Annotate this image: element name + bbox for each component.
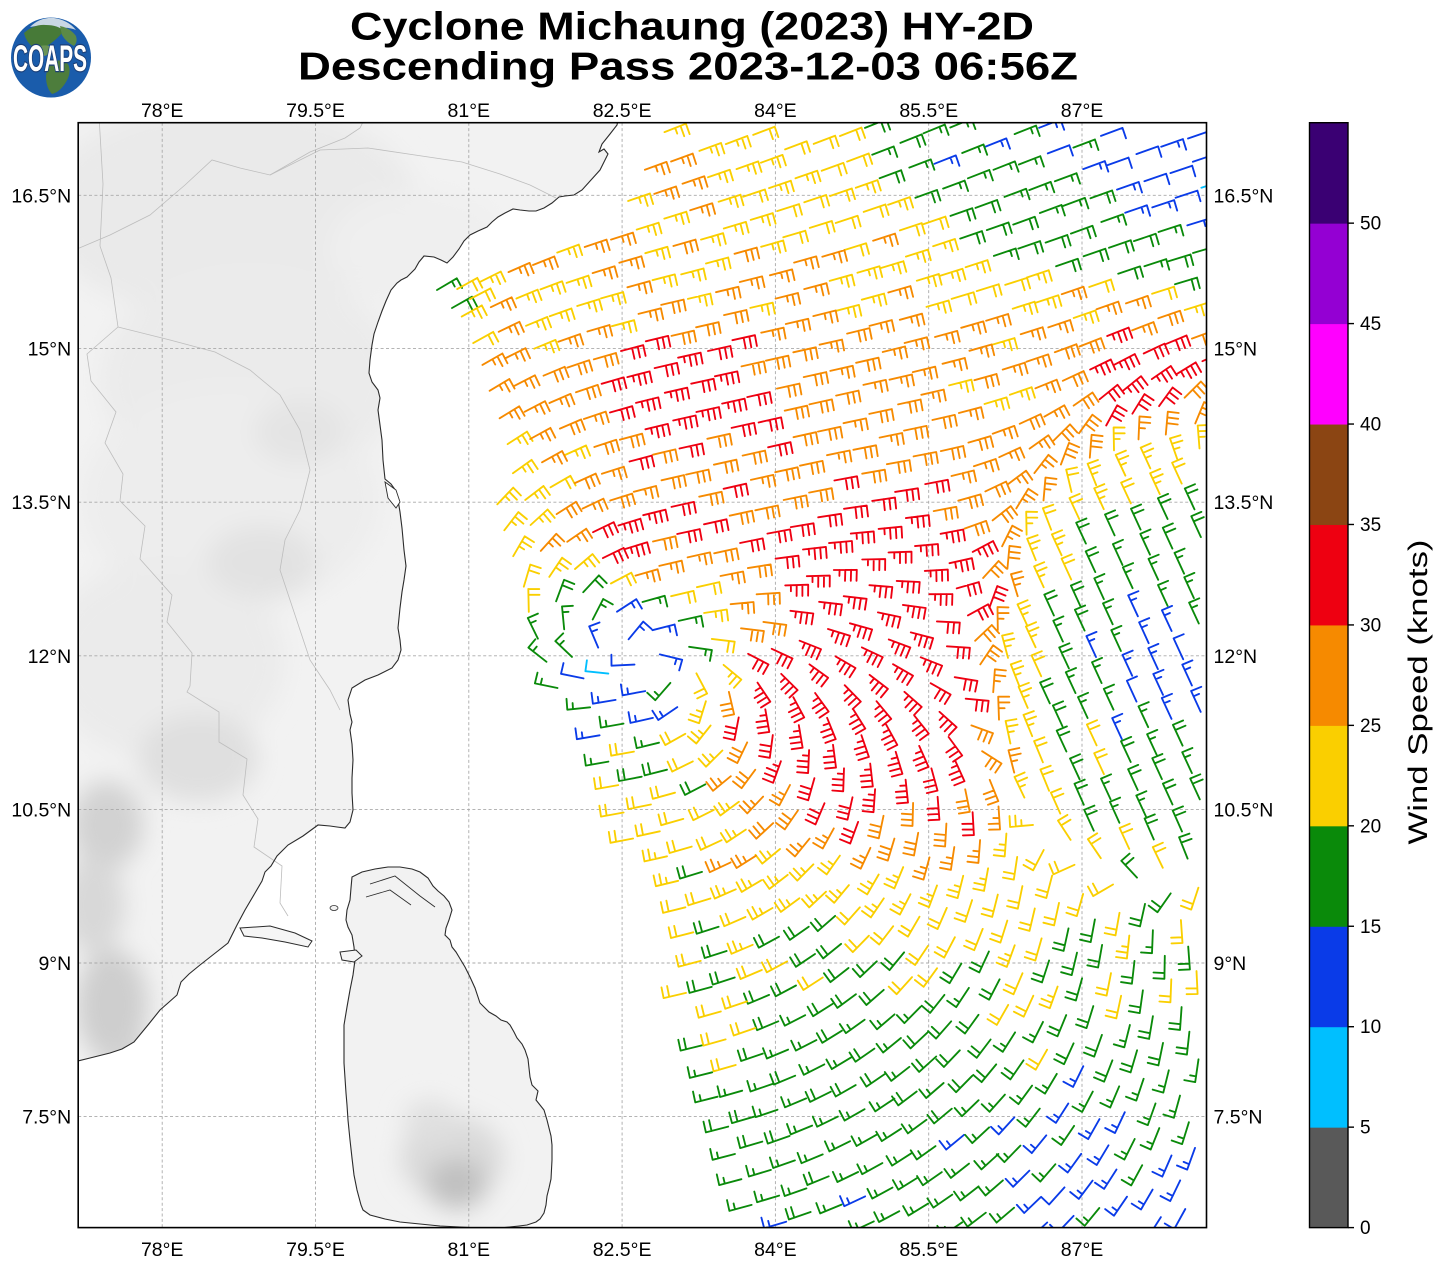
svg-text:30: 30: [1360, 615, 1381, 636]
svg-text:9°N: 9°N: [1214, 953, 1247, 975]
svg-text:7.5°N: 7.5°N: [22, 1107, 71, 1129]
svg-text:10.5°N: 10.5°N: [1214, 799, 1274, 821]
svg-text:COAPS: COAPS: [13, 38, 87, 79]
svg-text:35: 35: [1360, 515, 1381, 536]
svg-text:Descending Pass 2023-12-03 06:: Descending Pass 2023-12-03 06:56Z: [298, 46, 1078, 89]
svg-text:78°E: 78°E: [141, 1239, 184, 1261]
svg-text:0: 0: [1360, 1218, 1371, 1239]
svg-text:Cyclone Michaung (2023) HY-2D: Cyclone Michaung (2023) HY-2D: [350, 6, 1034, 49]
svg-text:85.5°E: 85.5°E: [899, 100, 958, 122]
svg-text:82.5°E: 82.5°E: [593, 1239, 652, 1261]
svg-text:Wind Speed (knots): Wind Speed (knots): [1403, 540, 1433, 845]
svg-text:50: 50: [1360, 214, 1381, 235]
svg-text:15°N: 15°N: [1214, 339, 1258, 361]
svg-text:7.5°N: 7.5°N: [1214, 1107, 1263, 1129]
svg-text:84°E: 84°E: [754, 100, 797, 122]
svg-text:25: 25: [1360, 716, 1381, 737]
svg-text:82.5°E: 82.5°E: [593, 100, 652, 122]
svg-text:84°E: 84°E: [754, 1239, 797, 1261]
svg-text:81°E: 81°E: [448, 1239, 491, 1261]
svg-text:16.5°N: 16.5°N: [1214, 185, 1274, 207]
svg-text:12°N: 12°N: [28, 646, 72, 668]
svg-text:78°E: 78°E: [141, 100, 184, 122]
svg-text:87°E: 87°E: [1061, 1239, 1104, 1261]
svg-text:12°N: 12°N: [1214, 646, 1258, 668]
svg-text:10: 10: [1360, 1017, 1381, 1038]
svg-text:40: 40: [1360, 415, 1381, 436]
svg-text:20: 20: [1360, 816, 1381, 837]
svg-text:9°N: 9°N: [38, 953, 71, 975]
svg-text:87°E: 87°E: [1061, 100, 1104, 122]
svg-text:81°E: 81°E: [448, 100, 491, 122]
svg-text:13.5°N: 13.5°N: [1214, 492, 1274, 514]
svg-text:15°N: 15°N: [28, 339, 72, 361]
svg-text:5: 5: [1360, 1118, 1371, 1139]
svg-text:85.5°E: 85.5°E: [899, 1239, 958, 1261]
svg-text:13.5°N: 13.5°N: [11, 492, 71, 514]
svg-text:16.5°N: 16.5°N: [11, 185, 71, 207]
svg-text:79.5°E: 79.5°E: [286, 100, 345, 122]
svg-text:79.5°E: 79.5°E: [286, 1239, 345, 1261]
svg-text:15: 15: [1360, 917, 1381, 938]
svg-text:10.5°N: 10.5°N: [11, 799, 71, 821]
svg-text:45: 45: [1360, 314, 1381, 335]
